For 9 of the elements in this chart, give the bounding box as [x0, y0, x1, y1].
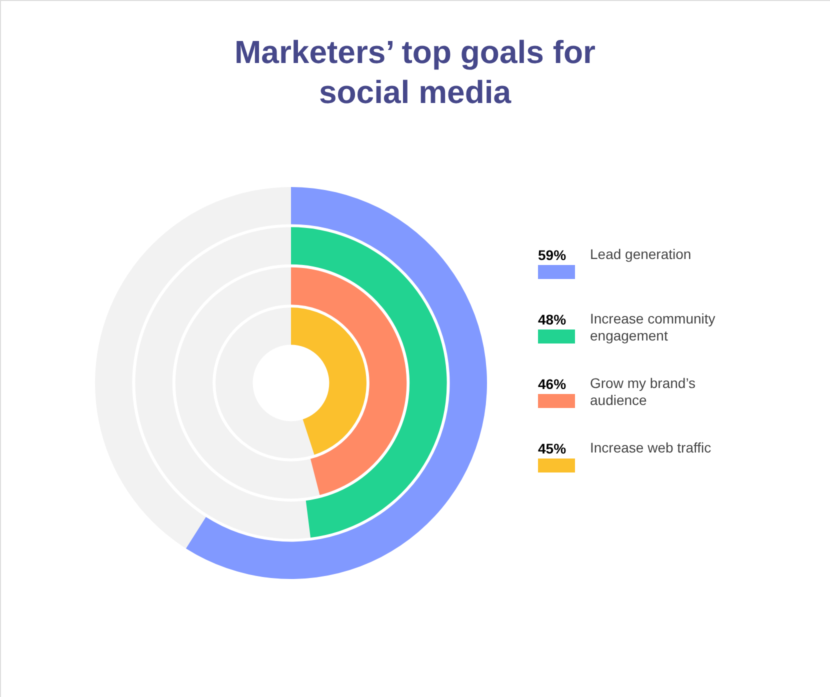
category-label: Lead generation: [590, 246, 692, 262]
data-label: 48%: [538, 312, 567, 328]
text: Marketers’ top goals for social media: [234, 34, 596, 110]
data-label: 45%: [538, 440, 567, 456]
data-label: 46%: [538, 376, 567, 392]
data-label: 59%: [538, 247, 567, 263]
category-label: Increase web traffic: [590, 440, 712, 456]
category-label: Increase community engagement: [590, 310, 716, 344]
category-label: Grow my brand’s audience: [590, 375, 696, 408]
